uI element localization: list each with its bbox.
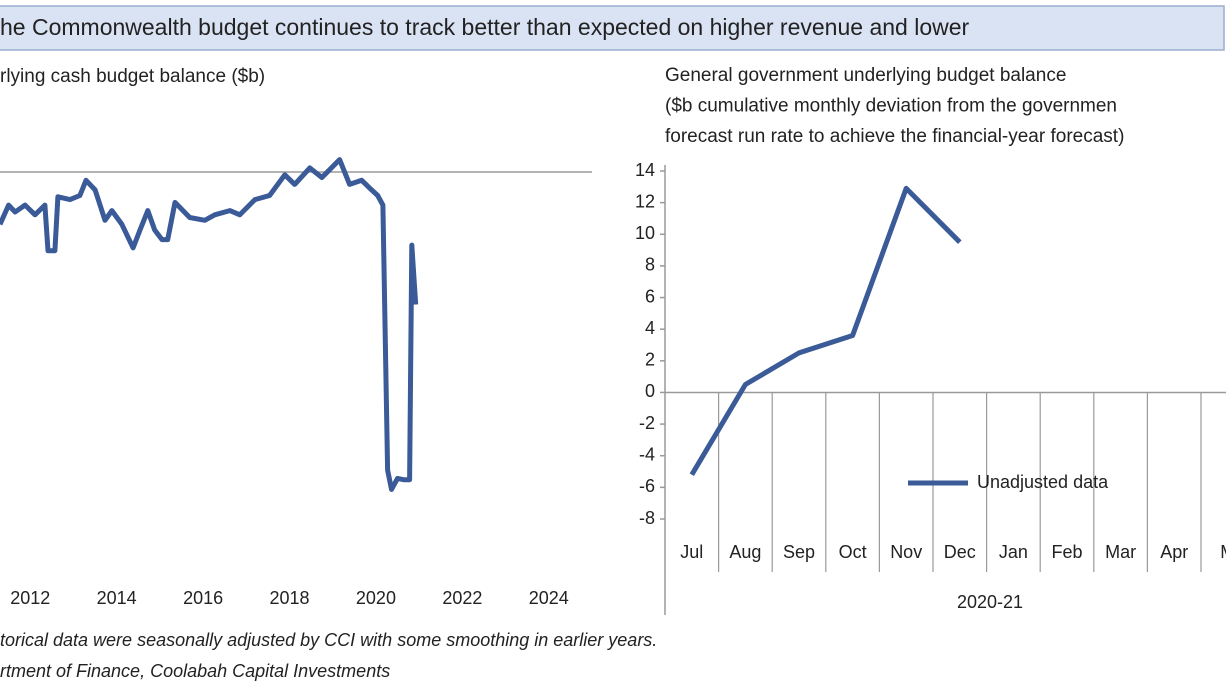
legend-label: Unadjusted data xyxy=(977,472,1109,492)
x-tick-label: Mar xyxy=(1105,542,1136,562)
x-tick-label: Oct xyxy=(839,542,867,562)
y-tick-label: 4 xyxy=(645,318,655,338)
y-tick-label: -2 xyxy=(639,413,655,433)
x-tick-label: 2016 xyxy=(183,588,223,608)
x-tick-label: Jan xyxy=(999,542,1028,562)
x-tick-label: 2018 xyxy=(269,588,309,608)
x-tick-label: 2024 xyxy=(529,588,569,608)
y-tick-label: -8 xyxy=(639,508,655,528)
data-line xyxy=(0,157,419,492)
y-tick-label: -4 xyxy=(639,444,655,464)
title-bar xyxy=(0,5,1225,51)
y-tick-label: 2 xyxy=(645,350,655,370)
footnote: rtment of Finance, Coolabah Capital Inve… xyxy=(0,661,390,681)
x-axis-label: 2020-21 xyxy=(957,592,1023,612)
footnote: torical data were seasonally adjusted by… xyxy=(0,630,657,650)
chart-subtitle: rlying cash budget balance ($b) xyxy=(0,66,265,87)
chart-title: forecast run rate to achieve the financi… xyxy=(665,126,1124,147)
x-tick-label: 2020 xyxy=(356,588,396,608)
x-tick-label: Aug xyxy=(729,542,761,562)
x-tick-label: Feb xyxy=(1051,542,1082,562)
y-tick-label: 0 xyxy=(645,381,655,401)
y-tick-label: 14 xyxy=(635,160,655,180)
y-tick-label: -6 xyxy=(639,476,655,496)
x-tick-label: 2012 xyxy=(10,588,50,608)
chart-title: ($b cumulative monthly deviation from th… xyxy=(665,96,1117,117)
chart-title: General government underlying budget bal… xyxy=(665,65,1066,86)
x-tick-label: M xyxy=(1220,542,1226,562)
x-tick-label: Apr xyxy=(1160,542,1188,562)
x-tick-label: 2014 xyxy=(97,588,137,608)
x-tick-label: 2022 xyxy=(442,588,482,608)
page-title: he Commonwealth budget continues to trac… xyxy=(0,14,970,40)
y-tick-label: 8 xyxy=(645,255,655,275)
y-tick-label: 10 xyxy=(635,223,655,243)
x-tick-label: Dec xyxy=(944,542,976,562)
y-tick-label: 6 xyxy=(645,286,655,306)
x-tick-label: Nov xyxy=(890,542,922,562)
x-tick-label: Jul xyxy=(680,542,703,562)
data-line xyxy=(689,185,962,476)
y-tick-label: 12 xyxy=(635,191,655,211)
x-tick-label: Sep xyxy=(783,542,815,562)
